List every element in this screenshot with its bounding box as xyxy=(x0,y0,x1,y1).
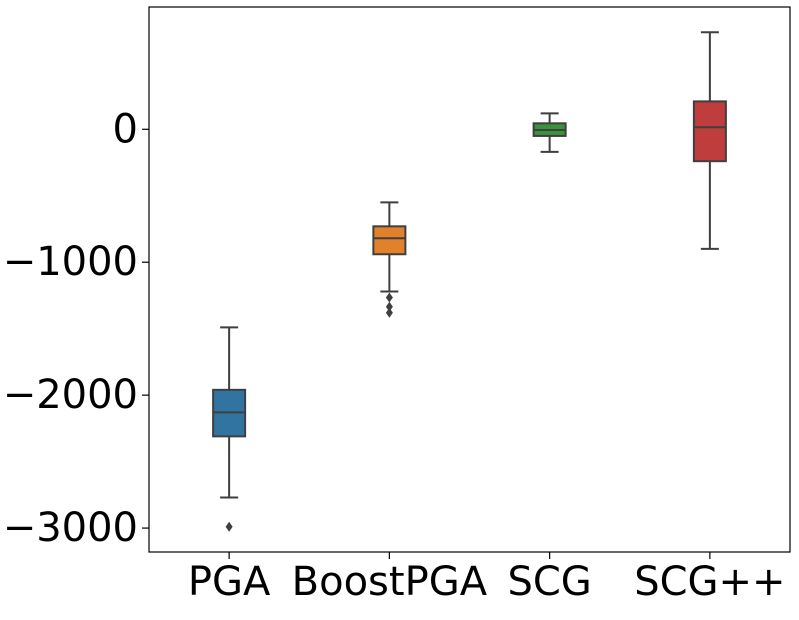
outlier-point xyxy=(385,301,393,312)
box-scg xyxy=(532,112,567,153)
iqr-box xyxy=(372,225,407,256)
x-tick-label: PGA xyxy=(188,559,271,605)
plot-area-frame xyxy=(148,6,791,553)
box-series xyxy=(212,31,727,532)
y-tick-label: 0 xyxy=(113,106,138,152)
x-tick-label: SCG xyxy=(507,559,591,605)
outlier-point xyxy=(225,521,233,532)
outlier-point xyxy=(385,292,393,303)
x-axis: PGA BoostPGA SCG SCG++ xyxy=(188,552,786,605)
box-scgplusplus xyxy=(692,31,727,250)
x-tick-label: SCG++ xyxy=(634,559,785,605)
box-pga xyxy=(212,326,247,532)
outlier-point xyxy=(385,307,393,318)
x-tick-label: BoostPGA xyxy=(292,559,488,605)
y-axis: 0 −1000 −2000 −3000 xyxy=(3,106,149,551)
y-tick-label: −2000 xyxy=(3,372,138,418)
y-tick-label: −3000 xyxy=(3,505,138,551)
box-boostpga xyxy=(372,201,407,318)
iqr-box xyxy=(692,100,727,163)
y-tick-label: −1000 xyxy=(3,239,138,285)
